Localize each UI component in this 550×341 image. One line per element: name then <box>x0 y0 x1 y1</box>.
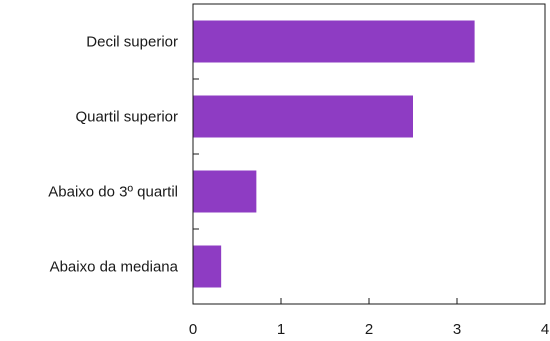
bar-1 <box>193 20 475 63</box>
bar-3 <box>193 170 257 213</box>
x-tick-label-0: 0 <box>189 321 197 338</box>
bar-4 <box>193 245 222 288</box>
labels-layer: Decil superior Quartil superior Abaixo do … <box>48 34 549 339</box>
x-tick-label-3: 3 <box>453 321 461 338</box>
bars-layer <box>193 20 475 288</box>
category-label-1: Decil superior <box>86 34 178 51</box>
x-tick-label-4: 4 <box>541 321 549 338</box>
category-label-3: Abaixo do 3º quartil <box>48 184 178 201</box>
x-tick-label-1: 1 <box>277 321 285 338</box>
x-tick-label-2: 2 <box>365 321 373 338</box>
category-label-2: Quartil superior <box>75 109 178 126</box>
category-label-4: Abaixo da mediana <box>50 259 179 276</box>
axes-layer <box>192 3 546 305</box>
bar-2 <box>193 95 413 138</box>
